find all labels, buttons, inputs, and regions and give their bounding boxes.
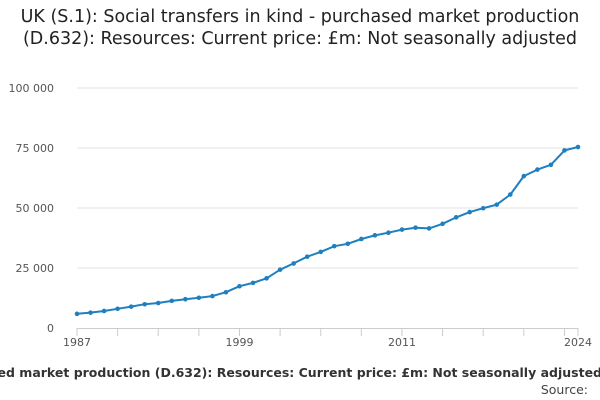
data-point-2007[interactable] xyxy=(345,241,351,247)
data-point-1987[interactable] xyxy=(74,311,80,317)
y-tick-label-4: 100 000 xyxy=(9,82,55,95)
chart-title: UK (S.1): Social transfers in kind - pur… xyxy=(20,7,580,49)
data-point-2008[interactable] xyxy=(359,236,364,242)
data-point-1999[interactable] xyxy=(237,283,242,289)
data-point-1988[interactable] xyxy=(88,310,93,315)
y-tick-label-0: 0 xyxy=(47,322,54,335)
data-point-2019[interactable] xyxy=(507,192,513,197)
x-tick-label-0: 1987 xyxy=(63,336,91,349)
x-axis-ticks: 1987 1999 2011 2024 xyxy=(63,336,592,349)
legend: UK (S.1): Social transfers in kind - pur… xyxy=(0,363,600,383)
data-point-2021[interactable] xyxy=(535,167,540,172)
data-point-1991[interactable] xyxy=(128,304,134,309)
x-axis xyxy=(76,328,579,336)
data-point-1995[interactable] xyxy=(183,296,188,302)
data-point-2017[interactable] xyxy=(480,205,486,211)
x-tick-label-3: 2024 xyxy=(564,336,592,349)
data-point-2003[interactable] xyxy=(291,261,296,266)
data-point-1996[interactable] xyxy=(196,295,202,301)
data-point-1992[interactable] xyxy=(142,301,148,307)
data-point-2014[interactable] xyxy=(440,221,445,227)
data-point-2016[interactable] xyxy=(467,209,472,215)
x-tick-label-2: 2011 xyxy=(388,336,416,349)
y-tick-label-2: 50 000 xyxy=(16,202,55,215)
data-point-1989[interactable] xyxy=(101,308,107,314)
data-point-2002[interactable] xyxy=(277,267,283,272)
data-point-2011[interactable] xyxy=(399,227,405,232)
data-point-2018[interactable] xyxy=(494,202,500,207)
y-axis-ticks: 0 25 000 50 000 75 000 100 000 xyxy=(9,82,55,335)
legend-entry: UK (S.1): Social transfers in kind - pur… xyxy=(0,365,600,380)
data-point-2023[interactable] xyxy=(562,148,567,153)
data-point-2024[interactable] xyxy=(575,144,581,150)
y-tick-label-1: 25 000 xyxy=(16,262,55,275)
series-layer xyxy=(74,144,581,317)
data-point-1993[interactable] xyxy=(155,300,161,306)
data-point-2004[interactable] xyxy=(304,254,310,260)
data-point-1998[interactable] xyxy=(223,289,229,295)
data-point-1997[interactable] xyxy=(210,293,215,299)
data-point-1990[interactable] xyxy=(115,306,120,312)
data-point-2010[interactable] xyxy=(386,230,391,236)
data-point-2020[interactable] xyxy=(521,173,527,179)
x-tick-label-1: 1999 xyxy=(225,336,253,349)
data-point-2012[interactable] xyxy=(413,225,418,230)
data-point-2006[interactable] xyxy=(331,243,337,249)
data-point-2013[interactable] xyxy=(426,226,432,231)
data-point-2000[interactable] xyxy=(250,280,256,286)
series-line-0 xyxy=(76,146,579,315)
data-point-2001[interactable] xyxy=(264,276,269,281)
y-tick-label-3: 75 000 xyxy=(16,142,55,155)
data-point-2022[interactable] xyxy=(548,162,554,168)
data-point-2005[interactable] xyxy=(318,249,324,255)
data-point-1994[interactable] xyxy=(169,298,175,304)
data-point-2009[interactable] xyxy=(372,233,378,238)
data-point-2015[interactable] xyxy=(453,215,459,220)
source-label: Source: xyxy=(540,382,588,397)
gridlines xyxy=(77,87,578,269)
